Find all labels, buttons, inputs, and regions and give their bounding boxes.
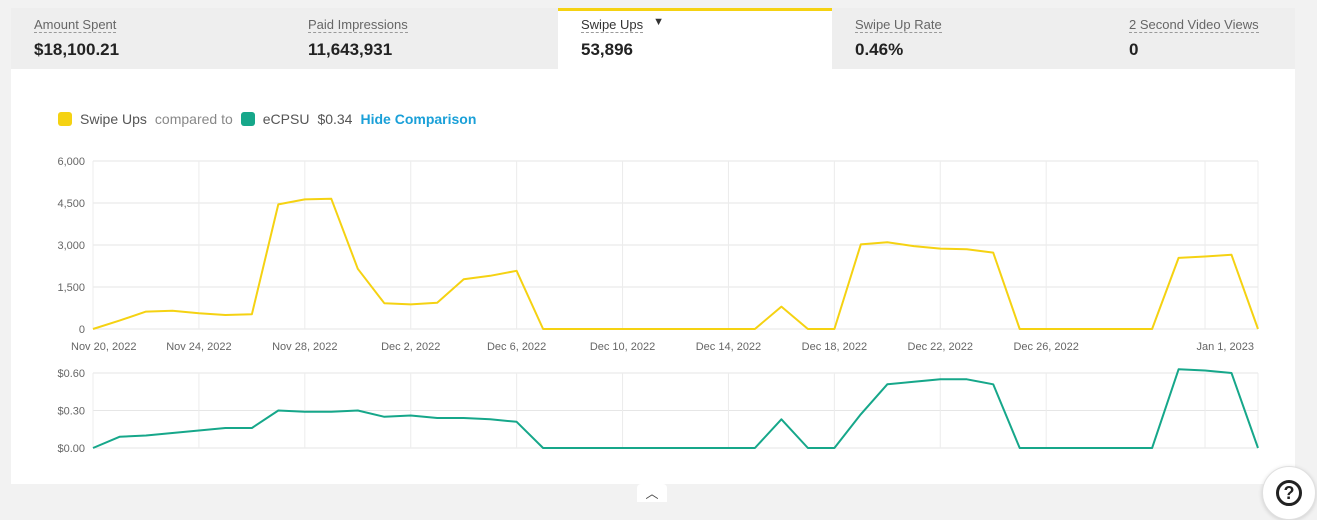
ecpsu-swatch [240,112,255,126]
metric-value: 0 [1129,40,1139,59]
y-tick-label: $0.00 [57,443,85,455]
metric-label: 2 Second Video Views [1129,17,1259,33]
x-tick-label: Dec 18, 2022 [802,341,867,353]
metric-value: 11,643,931 [308,40,393,59]
metric-value: $18,100.21 [34,40,120,59]
swipe-ups-swatch [58,112,72,126]
y-tick-label: 3,000 [57,240,85,252]
metric-label: Swipe Ups [581,17,644,33]
legend-primary-label: Swipe Ups [80,111,147,127]
y-tick-label: 6,000 [57,156,85,168]
y-tick-label: 4,500 [57,198,85,210]
x-tick-label: Jan 1, 2023 [1197,341,1255,353]
metric-label: Swipe Up Rate [855,17,942,33]
x-tick-label: Dec 10, 2022 [590,341,655,353]
legend-secondary-value: $0.34 [317,111,353,127]
y-tick-label: 0 [79,324,85,336]
metric-value: 53,896 [581,40,633,59]
page: Amount Spent $18,100.21 Paid Impressions… [11,8,1295,484]
x-tick-label: Dec 22, 2022 [908,341,973,353]
metrics-bar: Amount Spent $18,100.21 Paid Impressions… [11,8,1295,70]
chart-legend: Swipe Ups compared to eCPSU $0.34 Hide C… [58,110,476,128]
y-tick-label: $0.30 [57,406,85,418]
question-mark-icon: ? [1276,480,1302,506]
chevron-up-icon[interactable]: ︿ [637,484,667,502]
x-tick-label: Dec 2, 2022 [381,341,440,353]
metric-label: Paid Impressions [308,17,408,33]
metric-value: 0.46% [855,40,904,59]
x-tick-label: Nov 20, 2022 [71,341,136,353]
chart-card: Swipe Ups compared to eCPSU $0.34 Hide C… [11,69,1295,484]
metric-label: Amount Spent [34,17,117,33]
x-tick-label: Dec 6, 2022 [487,341,546,353]
x-tick-label: Dec 14, 2022 [696,341,761,353]
metric-swipe-ups[interactable]: Swipe Ups ▼ 53,896 [558,8,832,70]
y-tick-label: $0.60 [57,368,85,380]
metric-swipe-up-rate[interactable]: Swipe Up Rate 0.46% [832,8,1106,70]
legend-secondary-label: eCPSU [262,111,310,127]
metric-video-views[interactable]: 2 Second Video Views 0 [1106,8,1295,70]
legend-compared-text: compared to [154,111,233,127]
x-tick-label: Nov 24, 2022 [166,341,231,353]
hide-comparison-link[interactable]: Hide Comparison [360,111,477,127]
caret-down-icon[interactable]: ▼ [653,16,665,28]
help-button[interactable]: ? [1262,466,1316,520]
chart-svg: 0 1,500 3,000 4,500 6,000 Nov 20, 2022 Nov 24,… [57,156,1259,455]
x-tick-label: Dec 26, 2022 [1013,341,1078,353]
metric-amount-spent[interactable]: Amount Spent $18,100.21 [11,8,285,70]
x-tick-label: Nov 28, 2022 [272,341,337,353]
series-line-ecpsu [92,368,1259,449]
y-tick-label: 1,500 [57,282,85,294]
metric-paid-impressions[interactable]: Paid Impressions 11,643,931 [285,8,558,70]
series-line-swipe-ups [92,197,1259,330]
